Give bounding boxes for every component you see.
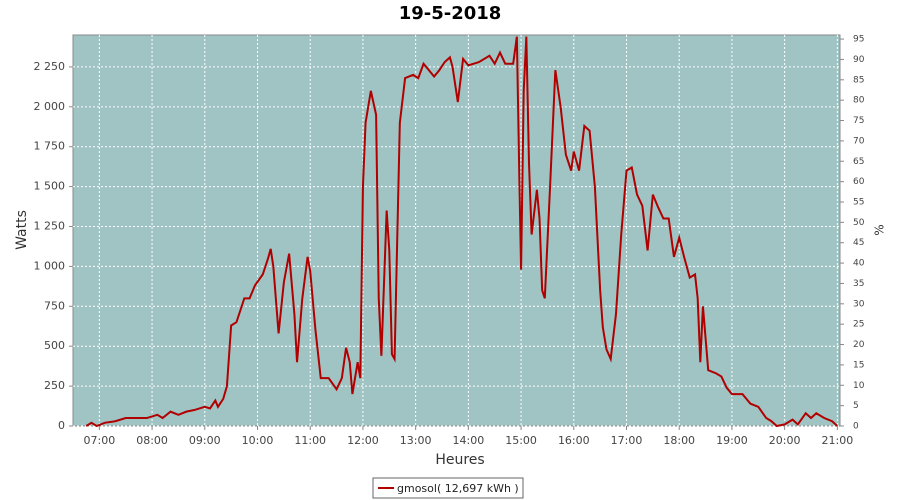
y-tick-label: 1 000: [34, 259, 66, 272]
y2-tick-label: 90: [853, 55, 865, 65]
y2-tick-label: 60: [853, 177, 865, 187]
y2-tick-label: 95: [853, 35, 864, 45]
y2-tick-label: 30: [853, 299, 865, 309]
y2-axis-label: %: [873, 224, 887, 235]
y2-tick-label: 65: [853, 157, 864, 167]
x-tick-label: 20:00: [769, 434, 801, 447]
y2-tick-label: 25: [853, 320, 864, 330]
y2-tick-label: 75: [853, 116, 864, 126]
y-tick-label: 250: [44, 379, 65, 392]
y2-tick-label: 70: [853, 136, 865, 146]
x-tick-label: 10:00: [242, 434, 274, 447]
y2-tick-label: 20: [853, 340, 865, 350]
y2-tick-label: 50: [853, 218, 865, 228]
y2-tick-label: 40: [853, 259, 865, 269]
y2-tick-label: 80: [853, 96, 865, 106]
y2-tick-label: 45: [853, 238, 864, 248]
plot-area: [72, 34, 841, 427]
x-tick-label: 17:00: [611, 434, 643, 447]
y2-tick-label: 10: [853, 381, 865, 391]
y2-tick-label: 35: [853, 279, 864, 289]
y2-tick-label: 55: [853, 197, 864, 207]
y-tick-label: 0: [58, 419, 65, 432]
y-axis-label: Watts: [14, 210, 30, 250]
x-tick-label: 08:00: [136, 434, 168, 447]
x-tick-label: 11:00: [294, 434, 326, 447]
y-tick-label: 500: [44, 339, 65, 352]
x-tick-label: 21:00: [822, 434, 854, 447]
x-tick-label: 16:00: [558, 434, 590, 447]
y2-tick-label: 15: [853, 360, 864, 370]
chart-title: 19-5-2018: [399, 3, 502, 24]
x-tick-label: 07:00: [84, 434, 116, 447]
x-tick-label: 18:00: [663, 434, 695, 447]
y-tick-label: 2 250: [34, 60, 66, 73]
y2-tick-label: 85: [853, 75, 864, 85]
y-tick-label: 1 250: [34, 220, 66, 233]
x-tick-label: 13:00: [400, 434, 432, 447]
y-tick-label: 2 000: [34, 100, 66, 113]
legend-label: gmosol( 12,697 kWh ): [397, 482, 519, 495]
y-tick-label: 1 750: [34, 140, 66, 153]
y2-tick-label: 5: [853, 401, 859, 411]
x-tick-label: 14:00: [453, 434, 485, 447]
y-tick-label: 750: [44, 299, 65, 312]
x-tick-label: 19:00: [716, 434, 748, 447]
y2-tick-label: 0: [853, 422, 859, 432]
y-tick-label: 1 500: [34, 180, 66, 193]
x-axis-label: Heures: [435, 452, 484, 468]
legend-box: [372, 477, 524, 499]
x-tick-label: 12:00: [347, 434, 379, 447]
x-tick-label: 09:00: [189, 434, 221, 447]
x-tick-label: 15:00: [505, 434, 537, 447]
data-line: [85, 36, 839, 428]
